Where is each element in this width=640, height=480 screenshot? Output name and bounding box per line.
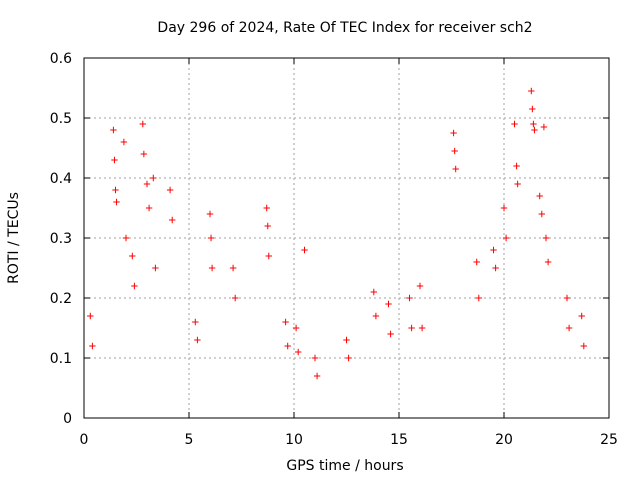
data-point bbox=[473, 258, 480, 266]
data-point bbox=[143, 180, 151, 188]
data-point bbox=[295, 348, 302, 356]
data-point bbox=[301, 246, 308, 254]
data-point bbox=[110, 126, 117, 134]
y-tick-label: 0.6 bbox=[50, 51, 72, 67]
data-point bbox=[89, 342, 96, 350]
data-point bbox=[265, 252, 272, 260]
x-tick-label: 5 bbox=[185, 432, 194, 448]
chart-title: Day 296 of 2024, Rate Of TEC Index for r… bbox=[157, 20, 532, 36]
data-point bbox=[540, 123, 548, 131]
y-axis-label: ROTI / TECUs bbox=[6, 192, 22, 284]
data-point bbox=[313, 372, 321, 380]
x-tick-label: 0 bbox=[80, 432, 89, 448]
data-point bbox=[192, 318, 199, 326]
data-point bbox=[113, 198, 120, 206]
data-point bbox=[565, 324, 573, 332]
x-tick-label: 10 bbox=[285, 432, 303, 448]
data-point bbox=[452, 165, 459, 173]
data-point bbox=[529, 105, 536, 113]
x-tick-label: 25 bbox=[600, 432, 618, 448]
data-point bbox=[345, 354, 352, 362]
data-point bbox=[206, 210, 214, 218]
data-point bbox=[169, 216, 176, 224]
data-point bbox=[538, 210, 545, 218]
data-point bbox=[264, 222, 271, 230]
data-point bbox=[418, 324, 426, 332]
data-point bbox=[284, 342, 291, 350]
data-point bbox=[416, 282, 424, 290]
data-point bbox=[563, 294, 571, 302]
data-point bbox=[292, 324, 300, 332]
data-point bbox=[111, 156, 118, 164]
data-point bbox=[87, 312, 94, 320]
data-point bbox=[531, 126, 538, 134]
data-point bbox=[544, 258, 552, 266]
y-axis-ticks: 0 0.1 0.2 0.3 0.4 0.5 0.6 bbox=[50, 51, 609, 427]
data-point bbox=[263, 204, 270, 212]
x-axis-label: GPS time / hours bbox=[286, 458, 403, 474]
data-point bbox=[150, 174, 157, 182]
data-point bbox=[578, 312, 585, 320]
data-point bbox=[282, 318, 289, 326]
data-point bbox=[129, 252, 136, 260]
data-point bbox=[145, 204, 153, 212]
data-point bbox=[530, 120, 537, 128]
x-tick-label: 20 bbox=[495, 432, 513, 448]
data-point bbox=[112, 186, 119, 194]
data-point bbox=[194, 336, 201, 344]
data-point bbox=[166, 186, 174, 194]
data-point bbox=[208, 264, 216, 272]
data-point bbox=[511, 120, 518, 128]
data-point bbox=[207, 234, 215, 242]
data-point bbox=[385, 300, 392, 308]
data-point bbox=[500, 204, 508, 212]
data-point bbox=[387, 330, 394, 338]
data-point bbox=[139, 120, 146, 128]
y-tick-label: 0.5 bbox=[50, 111, 72, 127]
data-point bbox=[370, 288, 377, 296]
data-point bbox=[343, 336, 350, 344]
y-tick-label: 0 bbox=[63, 411, 72, 427]
data-point bbox=[580, 342, 587, 350]
x-axis-ticks: 0 5 10 15 20 25 bbox=[80, 58, 618, 448]
data-point bbox=[140, 150, 148, 158]
data-point bbox=[229, 264, 237, 272]
data-point bbox=[120, 138, 128, 146]
y-tick-label: 0.1 bbox=[50, 351, 72, 367]
data-point bbox=[232, 294, 239, 302]
data-point bbox=[408, 324, 415, 332]
data-point bbox=[502, 234, 510, 242]
y-tick-label: 0.4 bbox=[50, 171, 72, 187]
data-point bbox=[131, 282, 138, 290]
data-point bbox=[451, 147, 458, 155]
data-point bbox=[542, 234, 550, 242]
data-point bbox=[514, 180, 521, 188]
data-point bbox=[450, 129, 457, 137]
data-point bbox=[492, 264, 499, 272]
data-point bbox=[152, 264, 159, 272]
data-point bbox=[513, 162, 520, 170]
data-point bbox=[536, 192, 543, 200]
data-point bbox=[475, 294, 482, 302]
data-point bbox=[311, 354, 319, 362]
data-point bbox=[372, 312, 380, 320]
data-point bbox=[490, 246, 497, 254]
x-tick-label: 15 bbox=[390, 432, 408, 448]
data-point bbox=[406, 294, 413, 302]
data-points bbox=[87, 87, 587, 380]
y-tick-label: 0.3 bbox=[50, 231, 72, 247]
y-tick-label: 0.2 bbox=[50, 291, 72, 307]
data-point bbox=[122, 234, 130, 242]
data-point bbox=[528, 87, 535, 95]
